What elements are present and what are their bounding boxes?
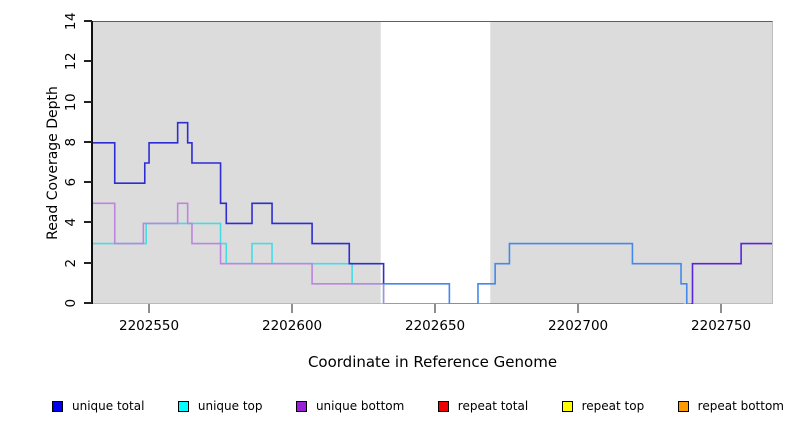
x-tick-label: 2202700	[548, 318, 609, 334]
y-tick-mark	[84, 221, 92, 224]
y-tick-label: 6	[63, 177, 79, 187]
x-tick-label: 2202550	[118, 318, 180, 334]
series-line-unique-bottom-left	[93, 202, 386, 304]
x-tick-mark	[434, 304, 437, 313]
legend-item-unique-top: unique top	[177, 399, 263, 413]
series-line-unique-total-right	[383, 242, 693, 304]
legend-label: repeat bottom	[697, 399, 784, 413]
legend: unique total unique top unique bottom repea…	[52, 395, 784, 417]
coverage-chart-svg	[93, 22, 772, 304]
series-line-unique-total-left	[93, 121, 385, 284]
plot-area	[93, 21, 773, 304]
x-tick-mark	[291, 304, 294, 313]
x-tick-mark	[720, 304, 723, 313]
legend-label: unique bottom	[315, 399, 405, 413]
y-tick-mark	[84, 261, 92, 264]
legend-item-repeat-total: repeat total	[437, 399, 529, 413]
y-tick-mark	[84, 100, 92, 103]
x-axis-label: Coordinate in Reference Genome	[307, 353, 558, 371]
y-tick-label: 2	[63, 258, 79, 268]
y-tick-mark	[84, 20, 92, 22]
x-tick-mark	[148, 304, 151, 313]
x-tick-label: 2202750	[691, 318, 752, 334]
x-tick-label: 2202650	[405, 318, 466, 334]
x-tick-mark	[577, 304, 580, 313]
legend-label: unique top	[197, 399, 263, 413]
legend-swatch-unique-total	[52, 400, 63, 412]
y-tick-label: 12	[63, 52, 79, 71]
legend-swatch-repeat-bottom	[677, 400, 689, 412]
legend-label: unique total	[72, 399, 145, 413]
legend-swatch-unique-top	[177, 400, 189, 412]
y-tick-mark	[84, 181, 92, 184]
series-line-unique-bottom-right	[691, 242, 772, 304]
legend-swatch-repeat-total	[437, 400, 449, 412]
legend-swatch-unique-bottom	[295, 400, 307, 412]
y-axis-label: Read Coverage Depth	[45, 86, 61, 240]
legend-label: repeat total	[457, 399, 529, 413]
y-tick-label: 4	[63, 217, 79, 227]
legend-item-unique-bottom: unique bottom	[295, 399, 405, 413]
y-tick-mark	[84, 60, 92, 63]
highlight-band	[380, 22, 491, 304]
legend-swatch-repeat-top	[561, 400, 573, 412]
legend-item-repeat-top: repeat top	[561, 399, 645, 413]
y-tick-mark	[84, 302, 92, 304]
x-tick-label: 2202600	[262, 318, 323, 334]
legend-item-unique-total: unique total	[52, 399, 144, 413]
y-tick-mark	[84, 140, 92, 143]
legend-item-repeat-bottom: repeat bottom	[677, 399, 784, 413]
y-axis-line	[91, 21, 93, 304]
y-tick-label: 8	[63, 137, 79, 147]
legend-label: repeat top	[581, 399, 645, 413]
y-tick-label: 14	[63, 11, 79, 31]
y-tick-label: 10	[63, 92, 79, 111]
y-tick-label: 0	[63, 298, 79, 308]
